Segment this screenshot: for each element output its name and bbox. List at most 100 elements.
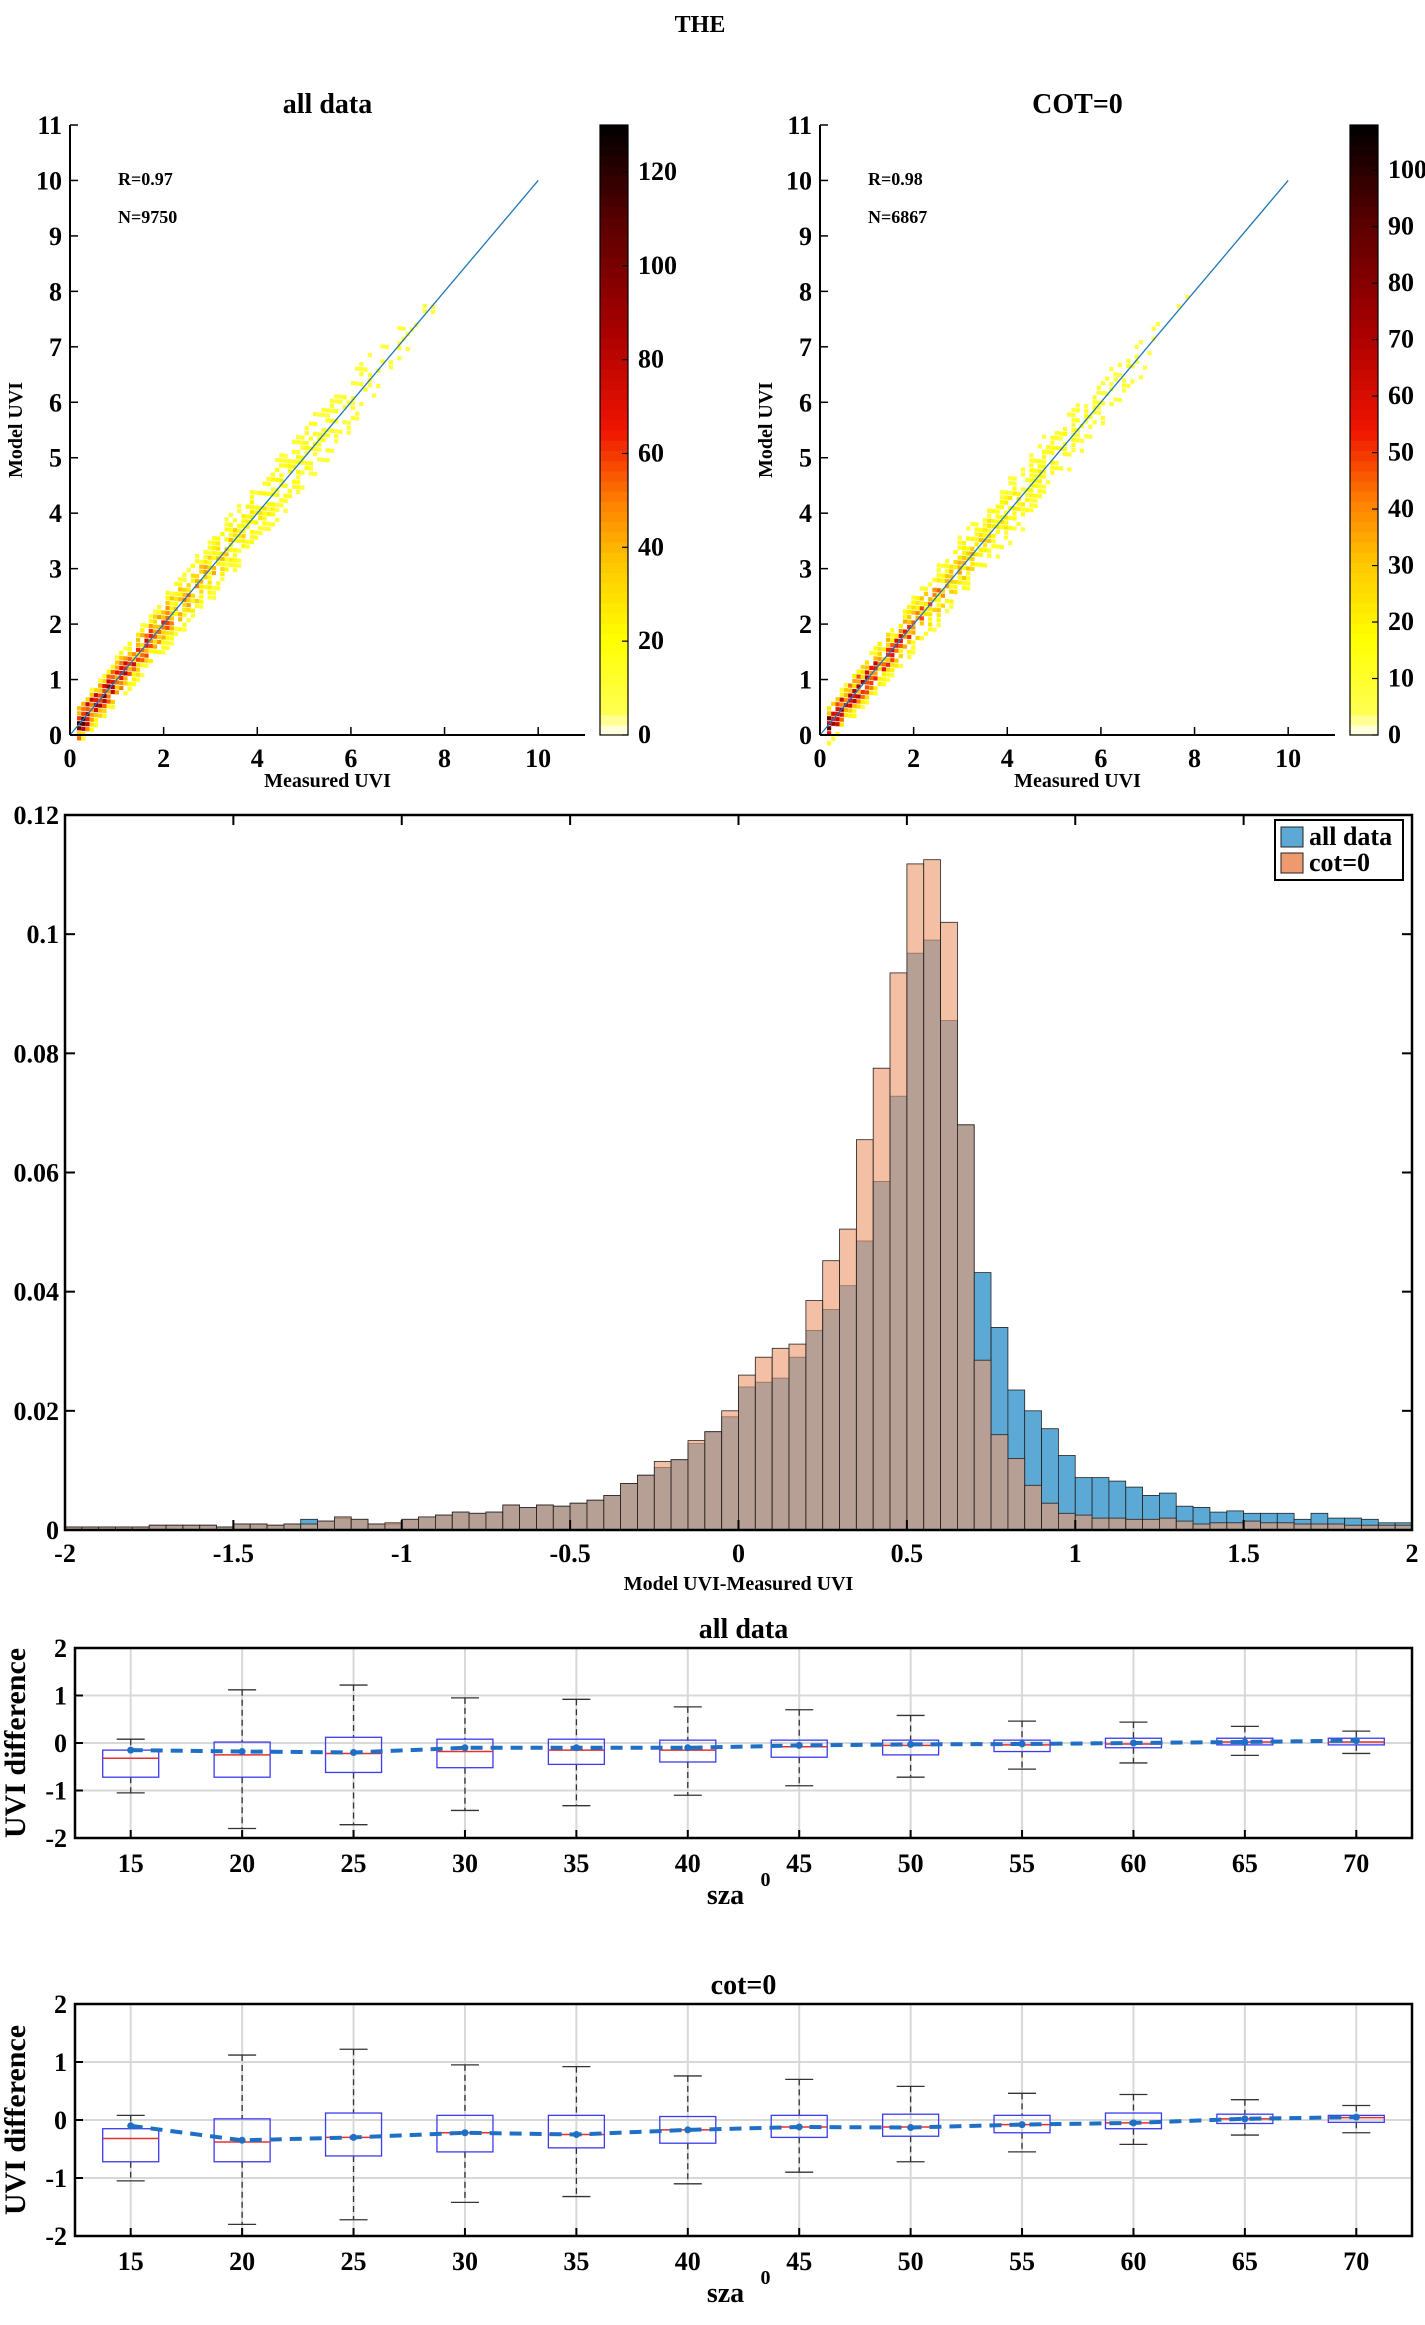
density-cell — [902, 614, 908, 619]
colorbar-segment — [600, 369, 628, 380]
density-cell — [1020, 487, 1025, 492]
density-cell — [1075, 403, 1080, 408]
colorbar-segment — [1350, 714, 1378, 726]
density-cell — [831, 736, 836, 741]
density-cell — [940, 578, 945, 583]
density-cell — [1147, 351, 1152, 356]
density-cell — [966, 536, 971, 541]
density-cell — [1079, 448, 1084, 453]
density-cell — [1176, 304, 1181, 309]
density-cell — [839, 687, 844, 692]
density-cell — [1033, 473, 1038, 478]
colorbar-segment — [1350, 450, 1378, 462]
density-cell — [190, 608, 195, 613]
density-cell — [207, 580, 212, 585]
density-cell — [388, 365, 393, 370]
density-cell — [995, 529, 1000, 534]
y-tick-label: 0 — [54, 2106, 67, 2135]
density-cell — [89, 697, 94, 702]
density-cell — [987, 513, 992, 518]
density-cell — [136, 632, 141, 637]
density-cell — [140, 658, 145, 663]
density-cell — [157, 634, 162, 640]
density-cell — [342, 420, 347, 425]
density-cell — [140, 628, 145, 633]
hist-bar-cot0 — [485, 1511, 504, 1531]
density-cell — [317, 457, 322, 462]
colorbar-segment — [1350, 531, 1378, 543]
density-cell — [957, 540, 962, 545]
density-cell — [317, 447, 322, 452]
density-cell — [1041, 454, 1047, 459]
legend-swatch-cot0 — [1280, 852, 1304, 874]
density-cell — [915, 605, 920, 611]
density-cell — [329, 448, 334, 453]
density-cell — [1046, 445, 1051, 450]
colorbar-tick-label: 50 — [1388, 438, 1414, 467]
density-cell — [919, 621, 924, 626]
density-cell — [1079, 438, 1084, 443]
density-cell — [270, 522, 275, 527]
density-cell — [161, 610, 166, 615]
density-cell — [199, 589, 204, 594]
density-cell — [1134, 359, 1139, 364]
density-cell — [1134, 344, 1139, 349]
density-cell — [195, 604, 200, 609]
density-cell — [1046, 450, 1051, 455]
x-tick-label: 50 — [898, 2247, 924, 2276]
x-axis-label-superscript: 0 — [761, 2267, 771, 2289]
density-cell — [982, 563, 988, 568]
density-cell — [919, 616, 924, 621]
density-cell — [165, 645, 170, 650]
density-cells — [77, 303, 436, 741]
density-cell — [1084, 414, 1089, 419]
density-cell — [216, 561, 221, 566]
density-cell — [157, 624, 162, 630]
density-cell — [1155, 322, 1160, 327]
density-cell — [1092, 405, 1097, 410]
density-cell — [254, 510, 259, 515]
density-cell — [890, 628, 895, 633]
density-cell — [991, 509, 996, 514]
x-axis-label-superscript: 0 — [761, 1869, 771, 1891]
density-cell — [81, 721, 86, 726]
colorbar-segment — [1350, 602, 1378, 614]
density-cell — [961, 545, 967, 551]
density-cell — [110, 699, 115, 705]
density-cell — [1050, 435, 1055, 440]
density-cell — [148, 659, 153, 664]
density-cell — [397, 346, 402, 351]
density-cell — [93, 708, 99, 713]
density-cell — [945, 569, 950, 574]
density-cell — [207, 560, 212, 565]
density-cell — [178, 582, 183, 587]
density-cell — [1088, 424, 1093, 429]
density-cell — [1041, 459, 1047, 464]
density-cell — [304, 426, 309, 431]
density-cell — [949, 589, 954, 594]
density-cell — [1109, 402, 1114, 407]
box-20 — [213, 1689, 271, 1830]
density-cell — [936, 613, 941, 618]
density-cell — [207, 590, 212, 595]
density-cell — [119, 670, 124, 675]
density-cell — [173, 631, 179, 636]
density-cell — [334, 439, 339, 444]
density-cell — [178, 577, 183, 582]
density-cell — [877, 666, 882, 671]
density-cell — [119, 680, 124, 685]
density-cell — [114, 670, 120, 675]
colorbar-segment — [1350, 541, 1378, 553]
colorbar-segment — [1350, 430, 1378, 441]
colorbar-segment — [600, 643, 628, 655]
density-cell — [211, 550, 217, 556]
colorbar-segment — [600, 450, 628, 462]
density-cell — [165, 625, 170, 630]
density-cell — [1054, 461, 1059, 466]
density-cell — [907, 634, 912, 640]
density-cell — [1079, 423, 1084, 428]
density-cell — [1084, 409, 1089, 414]
density-cell — [843, 688, 849, 693]
y-tick-label: 0.08 — [14, 1039, 60, 1068]
colorbar-segment — [600, 541, 628, 553]
